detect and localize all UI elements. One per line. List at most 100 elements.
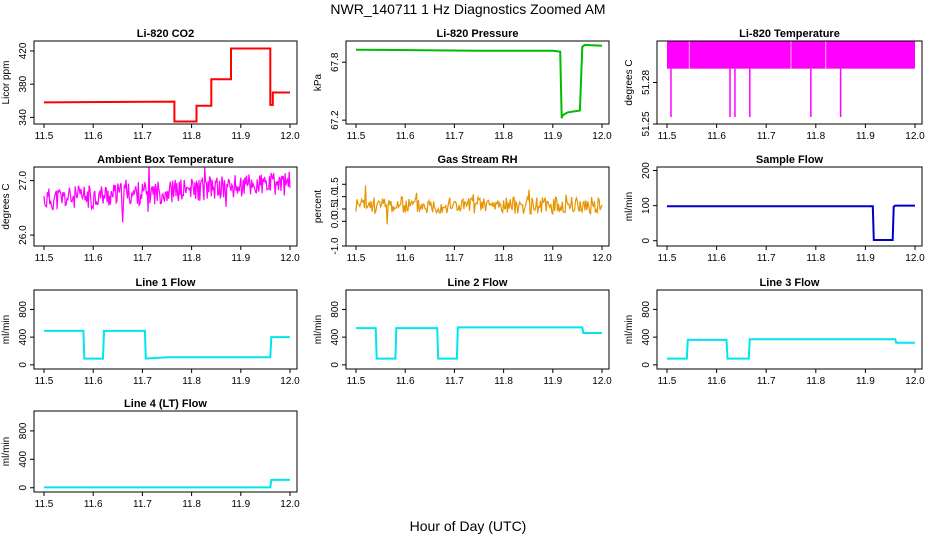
x-tick-label: 11.7 <box>445 376 464 387</box>
x-tick-label: 11.9 <box>231 131 250 142</box>
x-tick-label: 11.9 <box>543 376 562 387</box>
data-line <box>667 338 915 360</box>
x-tick-label: 11.9 <box>231 253 250 264</box>
x-tick-label: 11.8 <box>182 499 201 510</box>
x-tick-label: 11.5 <box>347 131 366 142</box>
x-tick-label: 11.5 <box>658 376 677 387</box>
plot-frame <box>345 166 610 247</box>
x-tick-label: 11.7 <box>445 253 464 264</box>
x-tick-label: 11.6 <box>84 499 103 510</box>
y-tick-label: 1.0 <box>330 189 341 203</box>
panel-title: Li-820 Pressure <box>437 28 519 40</box>
panel-line-1-flow: Line 1 Flow ml/min 11.5 11.6 11.7 11.8 11.9 12.… <box>1 277 300 387</box>
data-line <box>667 204 915 241</box>
x-tick-label: 11.8 <box>806 131 825 142</box>
panel-ambient-box-temperature: Ambient Box Temperature degrees C 11.5 11.6… <box>1 154 300 264</box>
plot-area <box>667 204 915 241</box>
x-tick-label: 11.6 <box>396 131 415 142</box>
panel-title: Line 1 Flow <box>136 277 196 289</box>
x-tick-label: 11.8 <box>494 253 513 264</box>
panel-title: Line 2 Flow <box>448 277 508 289</box>
figure-title: NWR_140711 1 Hz Diagnostics Zoomed AM <box>330 1 606 17</box>
x-tick-label: 12.0 <box>280 376 300 387</box>
x-tick-label: 11.6 <box>396 253 415 264</box>
x-tick-label: 11.5 <box>347 253 366 264</box>
data-line <box>43 167 291 223</box>
y-tick-label: 800 <box>641 301 652 318</box>
y-tick-label: 27.0 <box>18 170 29 190</box>
x-tick-label: 12.0 <box>280 499 300 510</box>
y-tick-label: 800 <box>18 301 29 318</box>
data-line <box>43 47 290 123</box>
x-tick-label: 12.0 <box>905 131 925 142</box>
x-tick-label: 11.9 <box>231 499 250 510</box>
x-tick-label: 11.9 <box>856 131 875 142</box>
panel-li-820-temperature: Li-820 Temperature degrees C 11.5 11.6 11.7 1… <box>624 28 925 142</box>
x-tick-label: 11.8 <box>806 253 825 264</box>
y-axis-label: ml/min <box>1 437 12 466</box>
plot-frame <box>33 166 298 247</box>
plot-area <box>44 478 290 489</box>
x-tick-label: 11.8 <box>182 253 201 264</box>
x-tick-label: 12.0 <box>280 131 300 142</box>
y-tick-label: 26.0 <box>18 225 29 245</box>
x-tick-label: 12.0 <box>905 376 925 387</box>
y-tick-label: 400 <box>18 451 29 468</box>
x-tick-label: 11.6 <box>707 376 726 387</box>
plot-frame <box>656 166 923 247</box>
y-tick-label: 67.2 <box>330 110 341 130</box>
y-tick-label: 380 <box>18 75 29 92</box>
plot-frame <box>656 289 923 370</box>
plot-frame <box>33 40 298 125</box>
x-tick-label: 11.7 <box>757 376 776 387</box>
x-tick-label: 11.6 <box>396 376 415 387</box>
y-tick-label: 200 <box>641 162 652 179</box>
x-tick-label: 11.7 <box>445 131 464 142</box>
panel-li-820-co2: Li-820 CO2 Licor ppm 11.5 11.6 11.7 11.8 11.9 1… <box>1 28 300 142</box>
x-tick-label: 11.7 <box>133 131 152 142</box>
y-tick-label: 100 <box>641 197 652 214</box>
y-axis-label: ml/min <box>1 315 12 344</box>
panel-title: Ambient Box Temperature <box>97 154 234 166</box>
plot-frame <box>345 289 610 370</box>
data-line <box>44 478 290 489</box>
x-tick-label: 11.5 <box>658 253 677 264</box>
x-tick-label: 11.7 <box>133 253 152 264</box>
y-axis-label: degrees C <box>624 59 635 105</box>
panel-title: Line 4 (LT) Flow <box>124 398 207 410</box>
y-tick-label: 420 <box>18 42 29 59</box>
x-tick-label: 11.5 <box>35 499 54 510</box>
x-tick-label: 11.5 <box>35 131 54 142</box>
y-axis-label: kPa <box>313 73 324 91</box>
y-axis-label: percent <box>313 190 324 224</box>
x-tick-label: 11.6 <box>84 253 103 264</box>
y-tick-label: 400 <box>18 328 29 345</box>
plot-area <box>43 47 290 123</box>
x-tick-label: 11.8 <box>182 131 201 142</box>
y-tick-label: 0 <box>330 362 341 368</box>
data-line <box>44 329 290 360</box>
y-axis-label: ml/min <box>313 315 324 344</box>
x-tick-label: 11.6 <box>84 131 103 142</box>
panel-title: Li-820 CO2 <box>137 28 194 40</box>
panel-title: Sample Flow <box>756 154 824 166</box>
y-tick-label: 340 <box>18 109 29 126</box>
y-tick-label: -1.0 <box>330 237 341 255</box>
y-tick-label: 0 <box>18 362 29 368</box>
x-tick-label: 11.8 <box>806 376 825 387</box>
y-tick-label: 51.28 <box>641 70 652 95</box>
panel-line-3-flow: Line 3 Flow ml/min 11.5 11.6 11.7 11.8 11.9 12.… <box>624 277 925 387</box>
data-line <box>355 185 603 225</box>
y-tick-label: 67.8 <box>330 52 341 72</box>
panel-line-2-flow: Line 2 Flow ml/min 11.5 11.6 11.7 11.8 11.9 12.… <box>313 277 612 387</box>
x-tick-label: 11.8 <box>182 376 201 387</box>
x-tick-label: 11.7 <box>757 131 776 142</box>
y-tick-label: 0.5 <box>330 202 341 216</box>
x-tick-label: 12.0 <box>592 131 612 142</box>
x-tick-label: 11.9 <box>231 376 250 387</box>
plot-area <box>667 41 915 118</box>
y-axis-label: Licor ppm <box>1 61 12 105</box>
panel-title: Li-820 Temperature <box>739 28 840 40</box>
x-tick-label: 12.0 <box>280 253 300 264</box>
